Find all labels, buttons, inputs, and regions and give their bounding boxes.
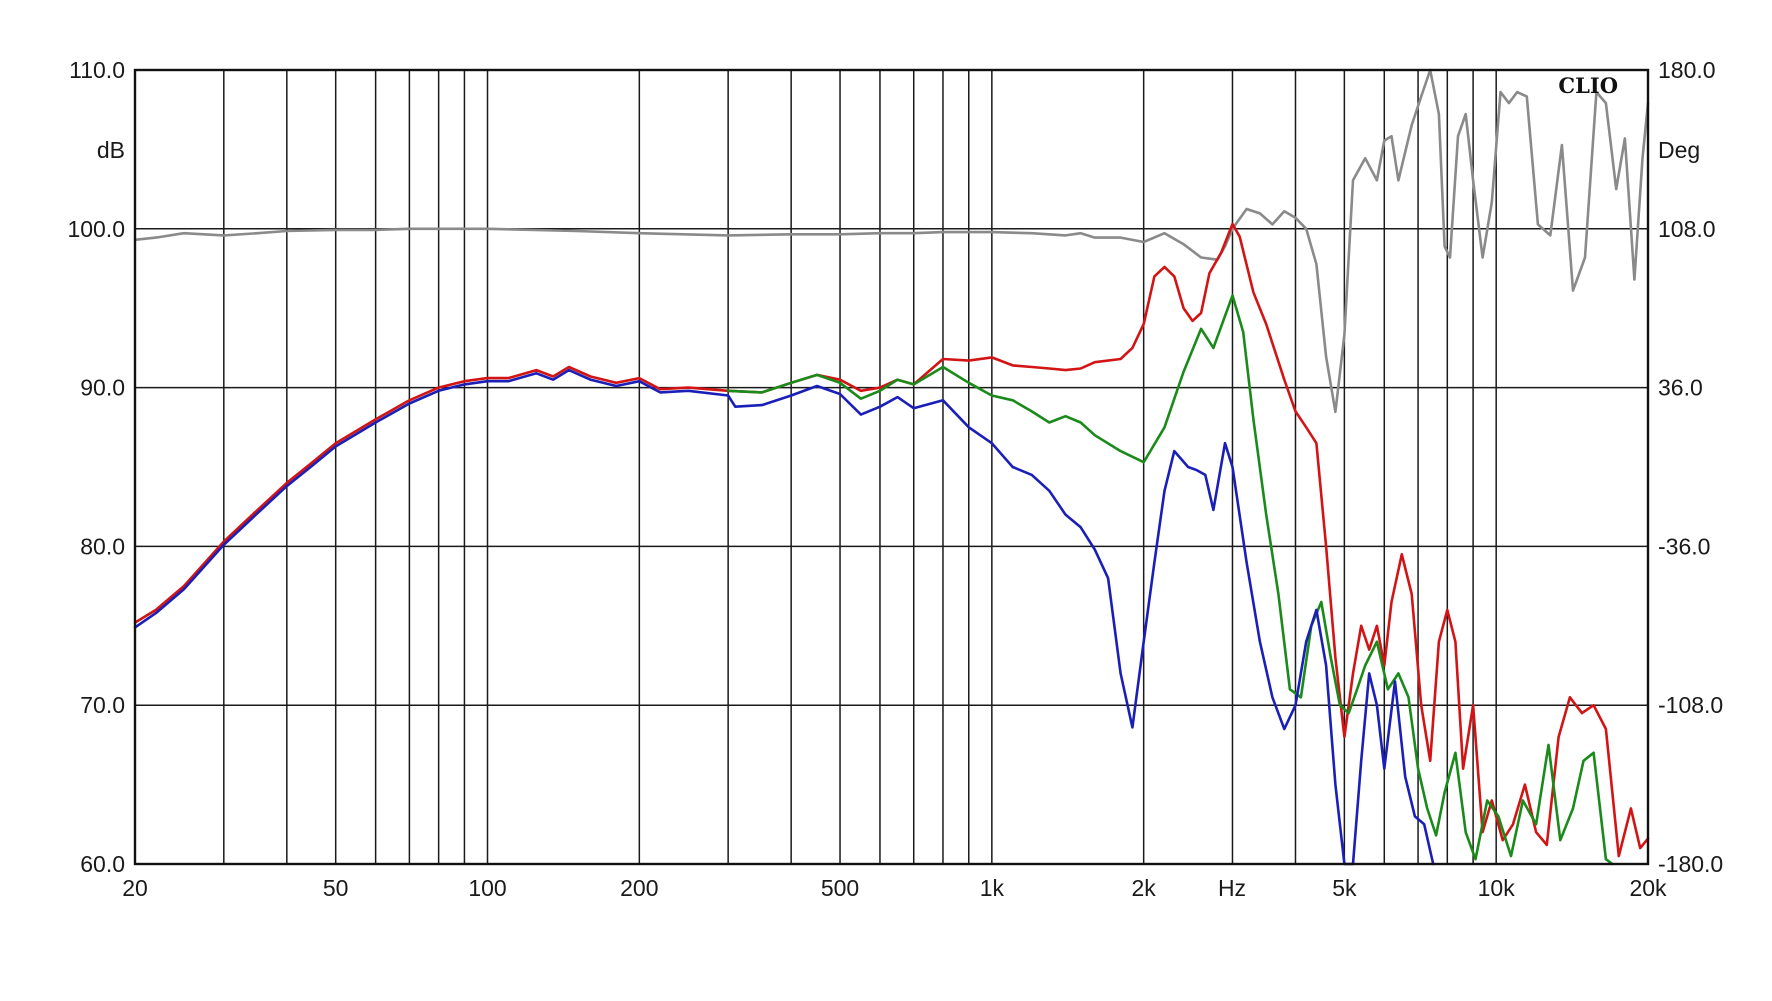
brand-logo-text: CLIO: [1558, 73, 1618, 98]
y2-tick-label: -108.0: [1658, 692, 1723, 718]
x-tick-label: 200: [620, 875, 658, 901]
response-curve: [133, 222, 1650, 858]
response-curve: [133, 368, 1435, 866]
y-tick-label: 110.0: [69, 57, 125, 83]
phase-curve: [133, 68, 1650, 414]
x-tick-label: 100: [468, 875, 506, 901]
x-tick-label: 500: [821, 875, 859, 901]
x-tick-label: 10k: [1478, 875, 1516, 901]
x-axis-unit: Hz: [1218, 875, 1246, 901]
x-tick-label: 50: [323, 875, 349, 901]
x-tick-label: 2k: [1132, 875, 1157, 901]
grid: [135, 70, 1648, 864]
x-tick-label: 1k: [980, 875, 1005, 901]
curves: [133, 68, 1650, 866]
y2-tick-label: 36.0: [1658, 375, 1703, 401]
y-tick-label: 90.0: [80, 375, 125, 401]
y-tick-label: 60.0: [80, 851, 125, 877]
response-curve: [726, 294, 1614, 866]
plot-frame: [133, 68, 1650, 866]
y2-axis-unit: Deg: [1658, 137, 1700, 163]
y-tick-label: 70.0: [80, 692, 125, 718]
x-tick-label: 20: [122, 875, 148, 901]
y-axis-unit: dB: [97, 137, 125, 163]
y2-tick-label: 108.0: [1658, 216, 1716, 242]
y-tick-label: 100.0: [67, 216, 125, 242]
y2-tick-label: -36.0: [1658, 533, 1710, 559]
x-tick-label: 5k: [1332, 875, 1357, 901]
y2-tick-label: -180.0: [1658, 851, 1723, 877]
x-tick-label: 20k: [1629, 875, 1667, 901]
tick-labels: 20 50 100 200 500 1k 2k 5k 10k 20k 60.0 70.0 80.0 90.…: [67, 57, 1723, 901]
y2-tick-label: 180.0: [1658, 57, 1716, 83]
y-tick-label: 80.0: [80, 533, 125, 559]
